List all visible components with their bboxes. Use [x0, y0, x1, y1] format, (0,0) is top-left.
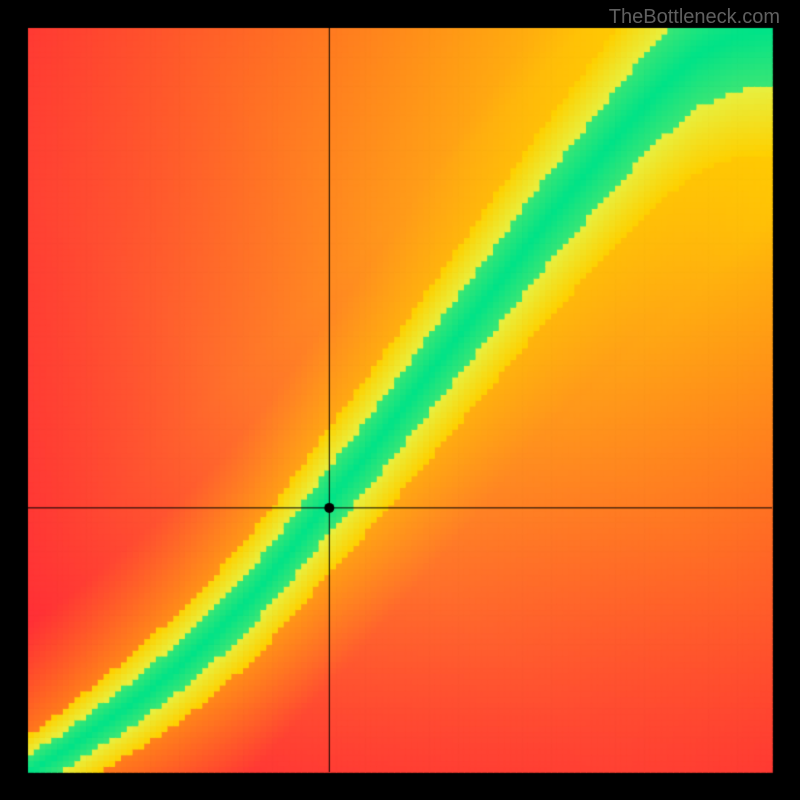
heatmap-canvas — [0, 0, 800, 800]
watermark-text: TheBottleneck.com — [609, 6, 780, 29]
chart-container: TheBottleneck.com — [0, 0, 800, 800]
